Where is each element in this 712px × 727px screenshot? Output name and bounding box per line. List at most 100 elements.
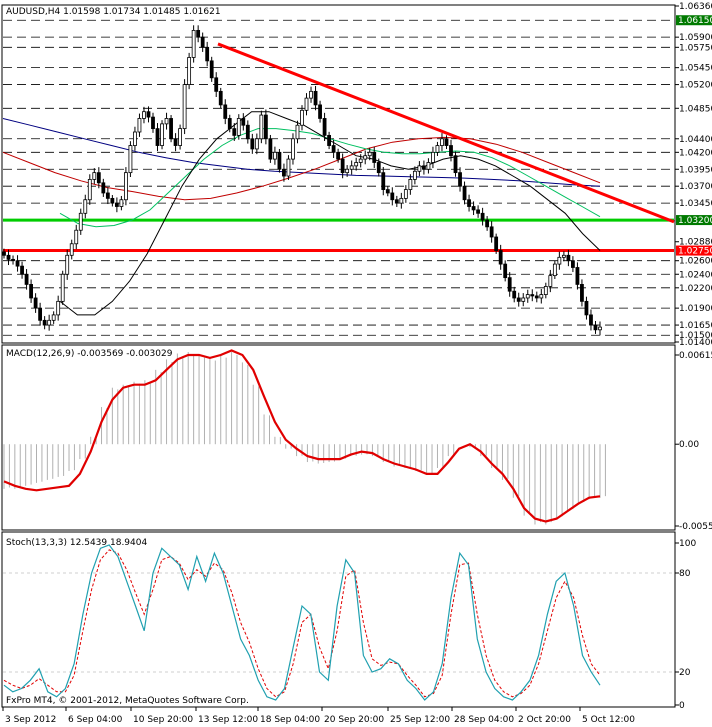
price-chart: [2, 19, 675, 336]
candle-body: [385, 189, 390, 194]
stoch-panel-frame: [1, 531, 676, 708]
candle-body: [151, 116, 155, 130]
macd-axis-label: 0.00615: [679, 351, 712, 361]
price-axis-label: 1.01900: [679, 304, 712, 314]
candle-body: [273, 151, 277, 160]
candle-body: [92, 172, 97, 180]
candle-body: [96, 172, 101, 184]
candle-body: [56, 300, 61, 316]
candle-body: [543, 286, 548, 295]
stoch-axis-label: 0: [679, 701, 685, 711]
candle-body: [345, 168, 350, 174]
price-axis-label: 1.03950: [679, 165, 712, 175]
candle-body: [318, 104, 322, 119]
candle-body: [557, 256, 562, 265]
candle-body: [363, 155, 368, 160]
copyright-text: FxPro MT4, © 2001-2012, MetaQuotes Softw…: [6, 696, 249, 706]
candle-body: [304, 97, 309, 111]
trendline: [217, 42, 675, 224]
stoch-main-line: [3, 544, 601, 701]
candle-body: [503, 263, 508, 279]
price-axis: 1.06360 1.06150 1.059001.05750 1.05450 1.052…: [675, 2, 712, 348]
candle-body: [589, 314, 593, 326]
time-axis-label: 3 Sep 2012: [5, 715, 56, 725]
candle-body: [268, 138, 273, 160]
time-axis-label: 13 Sep 12:00: [198, 715, 258, 725]
candle-body: [38, 307, 43, 321]
candle-body: [408, 179, 413, 190]
candle-body: [20, 265, 24, 275]
candle-body: [422, 165, 426, 170]
candle-body: [6, 254, 11, 260]
candle-body: [327, 134, 331, 146]
candle-body: [250, 138, 255, 150]
candle-body: [74, 229, 79, 245]
candle-body: [593, 324, 598, 331]
candle-body: [263, 114, 268, 140]
candle-body: [516, 297, 521, 302]
candle-body: [381, 172, 386, 190]
candle-body: [182, 84, 187, 130]
candle-body: [227, 118, 232, 130]
candle-body: [124, 172, 128, 201]
candle-body: [291, 138, 295, 160]
time-axis-label: 28 Sep 04:00: [454, 715, 514, 725]
candle-body: [241, 118, 246, 126]
candle-body: [322, 118, 327, 136]
candle-body: [471, 206, 476, 211]
time-axis-label: 5 Oct 12:00: [582, 715, 635, 725]
candle-body: [412, 170, 417, 180]
time-axis-label: 20 Sep 20:00: [324, 715, 384, 725]
candle-body: [146, 111, 151, 118]
time-axis-label: 6 Sep 04:00: [68, 715, 123, 725]
stoch-axis-label: 100: [679, 539, 696, 549]
candle-body: [394, 199, 399, 204]
candle-body: [376, 162, 381, 174]
candle-body: [548, 275, 553, 287]
candle-body: [254, 138, 259, 150]
candle-body: [33, 297, 38, 309]
candle-body: [47, 319, 52, 326]
candle-body: [128, 145, 133, 174]
price-axis-label: 1.06150: [678, 16, 712, 26]
candle-body: [87, 179, 92, 201]
candle-body: [245, 124, 250, 140]
candle-body: [277, 151, 282, 170]
price-axis-label: 1.06360: [679, 2, 712, 12]
price-label-highlight: [676, 245, 712, 256]
candle-body: [458, 172, 462, 187]
candle-body: [480, 212, 485, 221]
candle-body: [282, 168, 286, 177]
macd-title: MACD(12,26,9) -0.003569 -0.003029: [6, 349, 173, 359]
candle-body: [164, 118, 169, 125]
candle-body: [449, 145, 453, 157]
candle-body: [218, 90, 223, 106]
symbol-header: AUDUSD,H4 1.01598 1.01734 1.01485 1.0162…: [6, 7, 221, 17]
candle-body: [78, 212, 83, 231]
candle-body: [232, 128, 237, 136]
candle-body: [101, 182, 106, 194]
candle-body: [69, 243, 74, 256]
candle-body: [525, 294, 530, 299]
price-axis-label: 1.01400: [679, 338, 712, 348]
price-axis-label: 1.05200: [679, 81, 712, 91]
candle-body: [29, 284, 33, 299]
stoch-title: Stoch(13,3,3) 12.5439 18.9404: [6, 538, 147, 548]
candle-body: [137, 118, 142, 133]
candle-body: [354, 162, 359, 167]
candle-body: [403, 189, 408, 199]
candle-body: [24, 273, 29, 285]
candle-body: [110, 197, 115, 204]
candle-body: [209, 60, 214, 79]
candle-body: [575, 267, 580, 285]
ma-slow-blue-line: [2, 118, 601, 187]
price-axis-label: 1.03700: [679, 182, 712, 192]
macd-panel-frame: [1, 344, 676, 531]
price-panel-frame: [1, 4, 676, 344]
macd-axis-label: 0.00: [679, 440, 699, 450]
candle-body: [340, 158, 345, 174]
price-axis-label: 1.04200: [679, 148, 712, 158]
candle-body: [453, 155, 458, 174]
